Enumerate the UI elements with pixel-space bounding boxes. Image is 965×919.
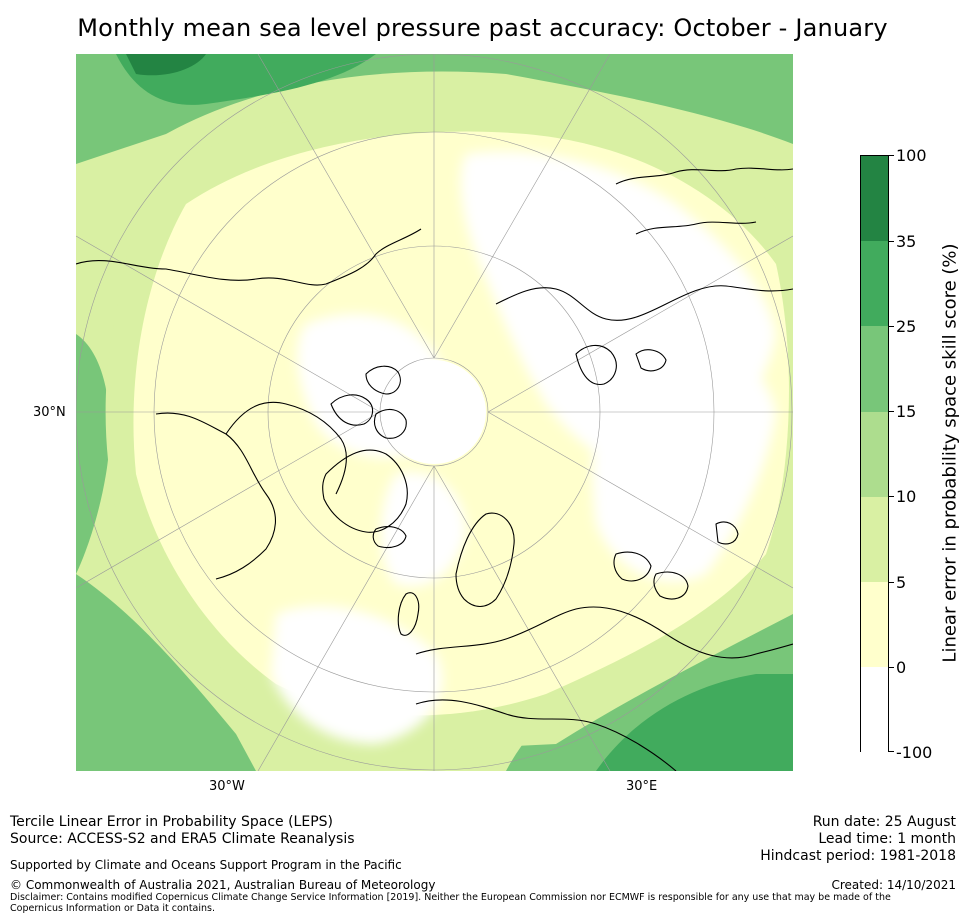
colorbar-tick xyxy=(889,582,894,583)
coast-east-asia-island xyxy=(715,521,739,545)
coast-iceland xyxy=(372,526,407,549)
coast-baikal xyxy=(635,349,667,372)
colorbar-tick xyxy=(889,751,894,752)
coast-hudson-bay xyxy=(155,412,276,580)
colorbar-label-10: 10 xyxy=(896,487,917,506)
coast-caspian xyxy=(613,551,652,582)
footer-lead-time: Lead time: 1 month xyxy=(818,831,956,847)
coast-britain xyxy=(397,592,420,636)
colorbar-segment-neg100-0 xyxy=(861,667,888,753)
colorbar-tick xyxy=(889,411,894,412)
coast-island-1 xyxy=(330,394,374,426)
coast-island-2 xyxy=(365,365,401,395)
colorbar-label-0: 0 xyxy=(896,658,907,677)
colorbar-label-neg100: -100 xyxy=(896,743,933,762)
colorbar-title: Linear error in probability space skill … xyxy=(939,243,961,663)
colorbar-segment-35-100 xyxy=(861,156,888,241)
map-svg xyxy=(76,54,793,771)
coast-europe xyxy=(415,606,793,659)
coast-mediterranean xyxy=(415,699,677,771)
colorbar-tick xyxy=(889,241,894,242)
longitude-label-30w: 30°W xyxy=(209,779,245,794)
coast-canada-east xyxy=(225,401,347,495)
coast-okhotsk xyxy=(635,221,757,235)
footer-source: Source: ACCESS-S2 and ERA5 Climate Reana… xyxy=(10,831,355,847)
colorbar xyxy=(860,155,889,753)
coastlines xyxy=(76,167,793,771)
coast-pacific-north xyxy=(615,167,793,185)
coast-novaya-zemlya xyxy=(575,344,617,386)
colorbar-segment-25-35 xyxy=(861,241,888,326)
footer-copyright: © Commonwealth of Australia 2021, Austra… xyxy=(10,878,436,892)
colorbar-label-100: 100 xyxy=(896,146,927,165)
score-region-white-group xyxy=(271,151,776,744)
colorbar-tick xyxy=(889,155,894,156)
colorbar-label-35: 35 xyxy=(896,232,917,251)
score-region-southeast-dark xyxy=(596,674,793,771)
latitude-label-30n: 30°N xyxy=(33,405,66,420)
footer-disclaimer: Disclaimer: Contains modified Copernicus… xyxy=(10,892,891,914)
footer-method: Tercile Linear Error in Probability Spac… xyxy=(10,814,333,830)
coast-island-3 xyxy=(373,408,407,439)
footer-run-date: Run date: 25 August xyxy=(812,814,956,830)
footer-hindcast: Hindcast period: 1981-2018 xyxy=(760,848,956,864)
longitude-label-30e: 30°E xyxy=(626,779,658,794)
polar-map xyxy=(76,54,793,771)
colorbar-segment-5-10 xyxy=(861,497,888,582)
colorbar-segment-0-5 xyxy=(861,582,888,667)
colorbar-label-5: 5 xyxy=(896,573,907,592)
colorbar-tick xyxy=(889,496,894,497)
colorbar-tick xyxy=(889,326,894,327)
footer-created: Created: 14/10/2021 xyxy=(831,878,956,892)
coast-greenland xyxy=(322,449,408,533)
colorbar-label-15: 15 xyxy=(896,402,917,421)
pole-region xyxy=(382,360,486,464)
colorbar-label-25: 25 xyxy=(896,317,917,336)
score-region-west-edge xyxy=(76,334,110,574)
coast-north-america-north xyxy=(76,228,422,286)
footer-supported: Supported by Climate and Oceans Support … xyxy=(10,858,402,872)
score-region-southwest xyxy=(76,574,256,771)
coast-scandinavia xyxy=(455,512,515,608)
coast-aral xyxy=(653,571,689,600)
score-region-north-darkest xyxy=(126,54,206,76)
colorbar-segment-10-15 xyxy=(861,412,888,497)
colorbar-tick xyxy=(889,667,894,668)
colorbar-segment-15-25 xyxy=(861,326,888,412)
map-title: Monthly mean sea level pressure past acc… xyxy=(77,14,888,42)
coast-siberia-north xyxy=(495,285,793,321)
